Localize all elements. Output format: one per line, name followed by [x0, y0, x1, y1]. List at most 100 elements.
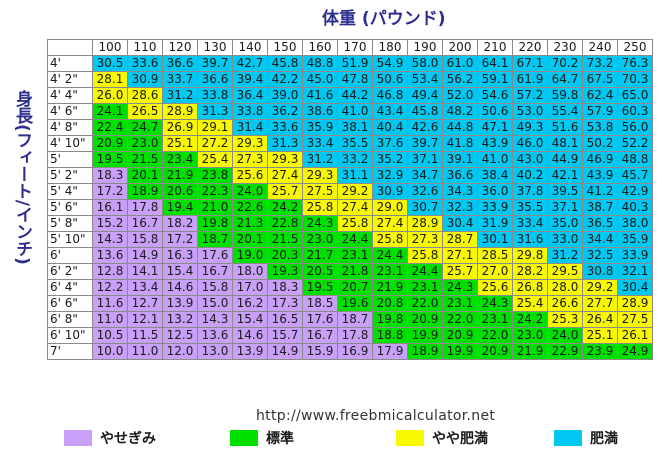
bmi-cell: 28.0 [547, 279, 583, 296]
weight-tick-label: 120 [162, 39, 198, 56]
bmi-cell: 41.2 [582, 183, 618, 200]
bmi-cell: 64.7 [547, 71, 583, 88]
bmi-cell: 45.0 [302, 71, 338, 88]
bmi-cell: 36.6 [442, 167, 478, 184]
bmi-cell: 22.4 [92, 119, 128, 136]
bmi-cell: 54.9 [372, 55, 408, 72]
bmi-cell: 25.8 [302, 199, 338, 216]
bmi-cell: 44.8 [442, 119, 478, 136]
weight-tick-label: 100 [92, 39, 128, 56]
bmi-cell: 24.9 [617, 343, 653, 360]
bmi-cell: 13.9 [162, 295, 198, 312]
bmi-cell: 34.3 [442, 183, 478, 200]
bmi-cell: 48.1 [547, 135, 583, 152]
bmi-cell: 35.5 [337, 135, 373, 152]
legend-swatch-underweight [64, 430, 92, 446]
bmi-cell: 56.0 [617, 119, 653, 136]
bmi-cell: 27.4 [337, 199, 373, 216]
bmi-cell: 26.4 [582, 311, 618, 328]
bmi-cell: 20.9 [442, 327, 478, 344]
bmi-cell: 16.2 [232, 295, 268, 312]
bmi-cell: 27.2 [197, 135, 233, 152]
bmi-cell: 14.3 [92, 231, 128, 248]
bmi-cell: 31.6 [512, 231, 548, 248]
weight-tick-label: 160 [302, 39, 338, 56]
bmi-cell: 46.8 [372, 87, 408, 104]
bmi-cell: 27.3 [232, 151, 268, 168]
bmi-cell: 18.0 [232, 263, 268, 280]
bmi-cell: 13.4 [127, 279, 163, 296]
bmi-cell: 24.7 [127, 119, 163, 136]
bmi-cell: 29.8 [512, 247, 548, 264]
bmi-cell: 24.4 [407, 263, 443, 280]
bmi-cell: 24.2 [512, 311, 548, 328]
bmi-cell: 35.9 [302, 119, 338, 136]
bmi-cell: 11.5 [127, 327, 163, 344]
bmi-cell: 28.6 [127, 87, 163, 104]
bmi-cell: 19.0 [232, 247, 268, 264]
bmi-cell: 50.6 [372, 71, 408, 88]
bmi-cell: 15.9 [302, 343, 338, 360]
bmi-cell: 16.9 [337, 343, 373, 360]
bmi-cell: 16.7 [197, 263, 233, 280]
bmi-cell: 26.1 [617, 327, 653, 344]
table-row: 5' 19.5 21.5 23.4 25.4 27.3 29.3 31.2 33.2 35.2 37… [47, 151, 653, 168]
bmi-cell: 32.3 [442, 199, 478, 216]
bmi-cell: 13.2 [162, 311, 198, 328]
bmi-cell: 28.1 [92, 71, 128, 88]
bmi-cell: 23.1 [372, 263, 408, 280]
bmi-cell: 47.1 [477, 119, 513, 136]
bmi-cell: 47.8 [337, 71, 373, 88]
bmi-cell: 19.4 [162, 199, 198, 216]
height-tick-label: 5' 8" [47, 215, 93, 232]
bmi-cell: 24.2 [267, 199, 303, 216]
bmi-cell: 22.9 [547, 343, 583, 360]
bmi-cell: 17.8 [337, 327, 373, 344]
bmi-cell: 22.6 [232, 199, 268, 216]
bmi-cell: 61.0 [442, 55, 478, 72]
legend-swatch-overweight [396, 430, 424, 446]
bmi-cell: 16.1 [92, 199, 128, 216]
bmi-cell: 12.5 [162, 327, 198, 344]
legend-label-overweight: やや肥満 [432, 431, 488, 447]
bmi-cell: 20.1 [127, 167, 163, 184]
bmi-cell: 21.9 [512, 343, 548, 360]
height-tick-label: 4' 2" [47, 71, 93, 88]
bmi-cell: 19.8 [372, 311, 408, 328]
bmi-cell: 21.8 [337, 263, 373, 280]
bmi-cell: 52.0 [442, 87, 478, 104]
bmi-cell: 17.6 [302, 311, 338, 328]
bmi-cell: 33.7 [162, 71, 198, 88]
bmi-cell: 18.2 [162, 215, 198, 232]
bmi-cell: 21.0 [197, 199, 233, 216]
bmi-cell: 15.8 [127, 231, 163, 248]
bmi-cell: 25.8 [372, 231, 408, 248]
bmi-cell: 19.5 [92, 151, 128, 168]
bmi-cell: 36.5 [582, 215, 618, 232]
bmi-cell: 14.6 [162, 279, 198, 296]
bmi-cell: 18.3 [92, 167, 128, 184]
bmi-cell: 48.2 [442, 103, 478, 120]
bmi-cell: 21.5 [267, 231, 303, 248]
bmi-cell: 10.0 [92, 343, 128, 360]
table-row: 4' 8" 22.4 24.7 26.9 29.1 31.4 33.6 35.9 38.1 40.… [47, 119, 653, 136]
bmi-cell: 27.4 [372, 215, 408, 232]
bmi-cell: 28.2 [512, 263, 548, 280]
weight-tick-label: 130 [197, 39, 233, 56]
bmi-cell: 19.8 [197, 215, 233, 232]
bmi-cell: 29.5 [547, 263, 583, 280]
height-tick-label: 6' 8" [47, 311, 93, 328]
bmi-cell: 33.2 [337, 151, 373, 168]
bmi-cell: 29.3 [267, 151, 303, 168]
bmi-cell: 44.9 [547, 151, 583, 168]
bmi-cell: 31.1 [337, 167, 373, 184]
bmi-cell: 39.7 [407, 135, 443, 152]
table-row: 6' 2" 12.8 14.1 15.4 16.7 18.0 19.3 20.5 21.8 23.… [47, 263, 653, 280]
bmi-cell: 16.5 [267, 311, 303, 328]
bmi-cell: 38.4 [477, 167, 513, 184]
bmi-cell: 44.2 [337, 87, 373, 104]
table-row: 6' 10" 10.5 11.5 12.5 13.6 14.6 15.7 16.7 17.8 18… [47, 327, 653, 344]
height-tick-label: 4' 4" [47, 87, 93, 104]
bmi-cell: 33.6 [267, 119, 303, 136]
bmi-cell: 14.9 [267, 343, 303, 360]
